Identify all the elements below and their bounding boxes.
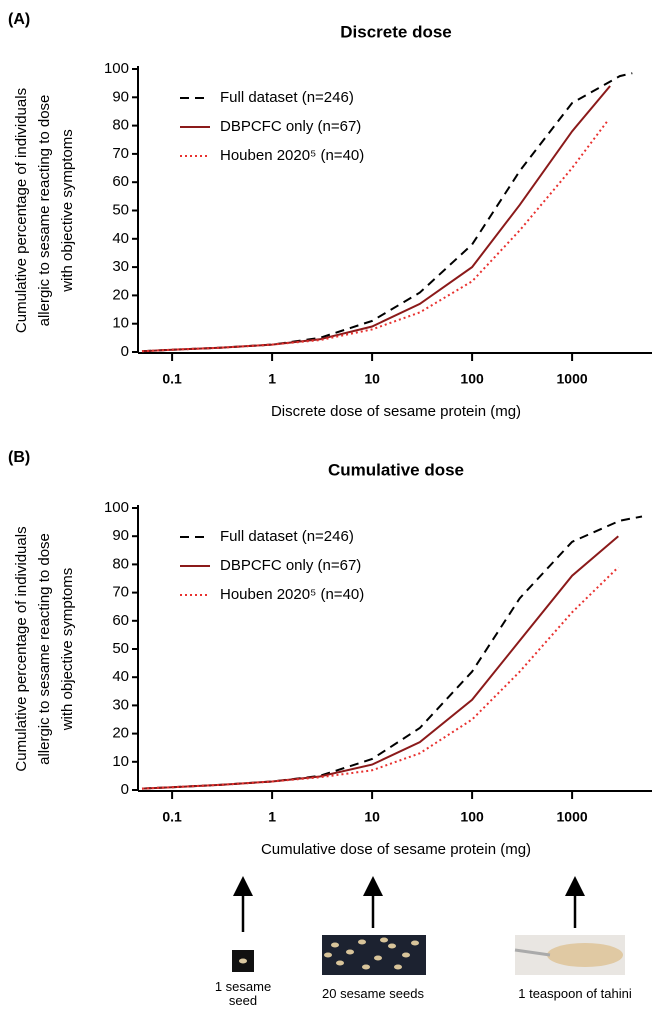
legend-label: Full dataset (n=246): [220, 89, 354, 106]
panel-label: (B): [8, 449, 30, 466]
x-tick-label: 0.1: [162, 809, 182, 825]
y-tick-label: 40: [112, 668, 129, 685]
y-tick-label: 100: [104, 60, 129, 77]
y-tick-label: 0: [121, 781, 129, 798]
seeds: [324, 937, 419, 970]
panel-label: (A): [8, 11, 30, 28]
y-tick-label: 70: [112, 584, 129, 601]
series-line: [141, 515, 643, 790]
series-line: [141, 72, 633, 353]
y-axis-label: with objective symptoms: [59, 129, 76, 293]
y-tick-label: 50: [112, 640, 129, 657]
x-tick-label: 0.1: [162, 371, 182, 387]
spoon: [547, 943, 623, 967]
legend-label: DBPCFC only (n=67): [220, 557, 361, 574]
y-tick-label: 60: [112, 612, 129, 629]
y-axis-label: Cumulative percentage of individuals: [13, 88, 30, 333]
y-tick-label: 60: [112, 173, 129, 190]
seed: [239, 958, 247, 964]
y-tick-label: 70: [112, 145, 129, 162]
y-tick-label: 90: [112, 527, 129, 544]
x-tick-label: 1: [268, 809, 276, 825]
x-tick-label: 100: [460, 809, 484, 825]
y-tick-label: 30: [112, 258, 129, 275]
spoon-handle: [514, 948, 551, 957]
y-tick-label: 30: [112, 696, 129, 713]
x-tick-label: 1000: [557, 809, 588, 825]
y-tick-label: 10: [112, 753, 129, 770]
y-tick-label: 10: [112, 315, 129, 332]
y-tick-label: 20: [112, 286, 129, 303]
legend-label: DBPCFC only (n=67): [220, 118, 361, 135]
chart-title: Discrete dose: [340, 22, 452, 41]
series-line: [141, 566, 619, 790]
y-tick-label: 90: [112, 88, 129, 105]
reference-label: 1 teaspoon of tahini: [518, 986, 632, 1001]
y-axis-label: Cumulative percentage of individuals: [13, 526, 30, 771]
series-line: [141, 535, 619, 790]
y-tick-label: 80: [112, 555, 129, 572]
x-axis-label: Cumulative dose of sesame protein (mg): [261, 841, 531, 858]
x-tick-label: 1: [268, 371, 276, 387]
y-tick-label: 20: [112, 725, 129, 742]
y-tick-label: 40: [112, 230, 129, 247]
y-tick-label: 0: [121, 343, 129, 360]
legend-label: Houben 2020⁵ (n=40): [220, 586, 364, 603]
x-tick-label: 10: [364, 371, 380, 387]
series-line: [141, 119, 610, 353]
y-tick-label: 80: [112, 117, 129, 134]
y-axis-label: with objective symptoms: [59, 568, 76, 732]
series-line: [141, 85, 611, 353]
arrows: [233, 876, 585, 932]
y-axis-label: allergic to sesame reacting to dose: [36, 95, 53, 327]
y-tick-label: 50: [112, 201, 129, 218]
x-tick-label: 1000: [557, 371, 588, 387]
reference-label: 20 sesame seeds: [322, 986, 424, 1001]
legend-label: Houben 2020⁵ (n=40): [220, 147, 364, 164]
legend-label: Full dataset (n=246): [220, 528, 354, 545]
y-axis-label: allergic to sesame reacting to dose: [36, 533, 53, 765]
reference-label: 1 sesame seed: [214, 979, 272, 1008]
chart-title: Cumulative dose: [328, 460, 464, 479]
x-axis-label: Discrete dose of sesame protein (mg): [271, 403, 521, 420]
x-tick-label: 100: [460, 371, 484, 387]
seeds-photo: [322, 935, 426, 975]
y-tick-label: 100: [104, 499, 129, 516]
x-tick-label: 10: [364, 809, 380, 825]
